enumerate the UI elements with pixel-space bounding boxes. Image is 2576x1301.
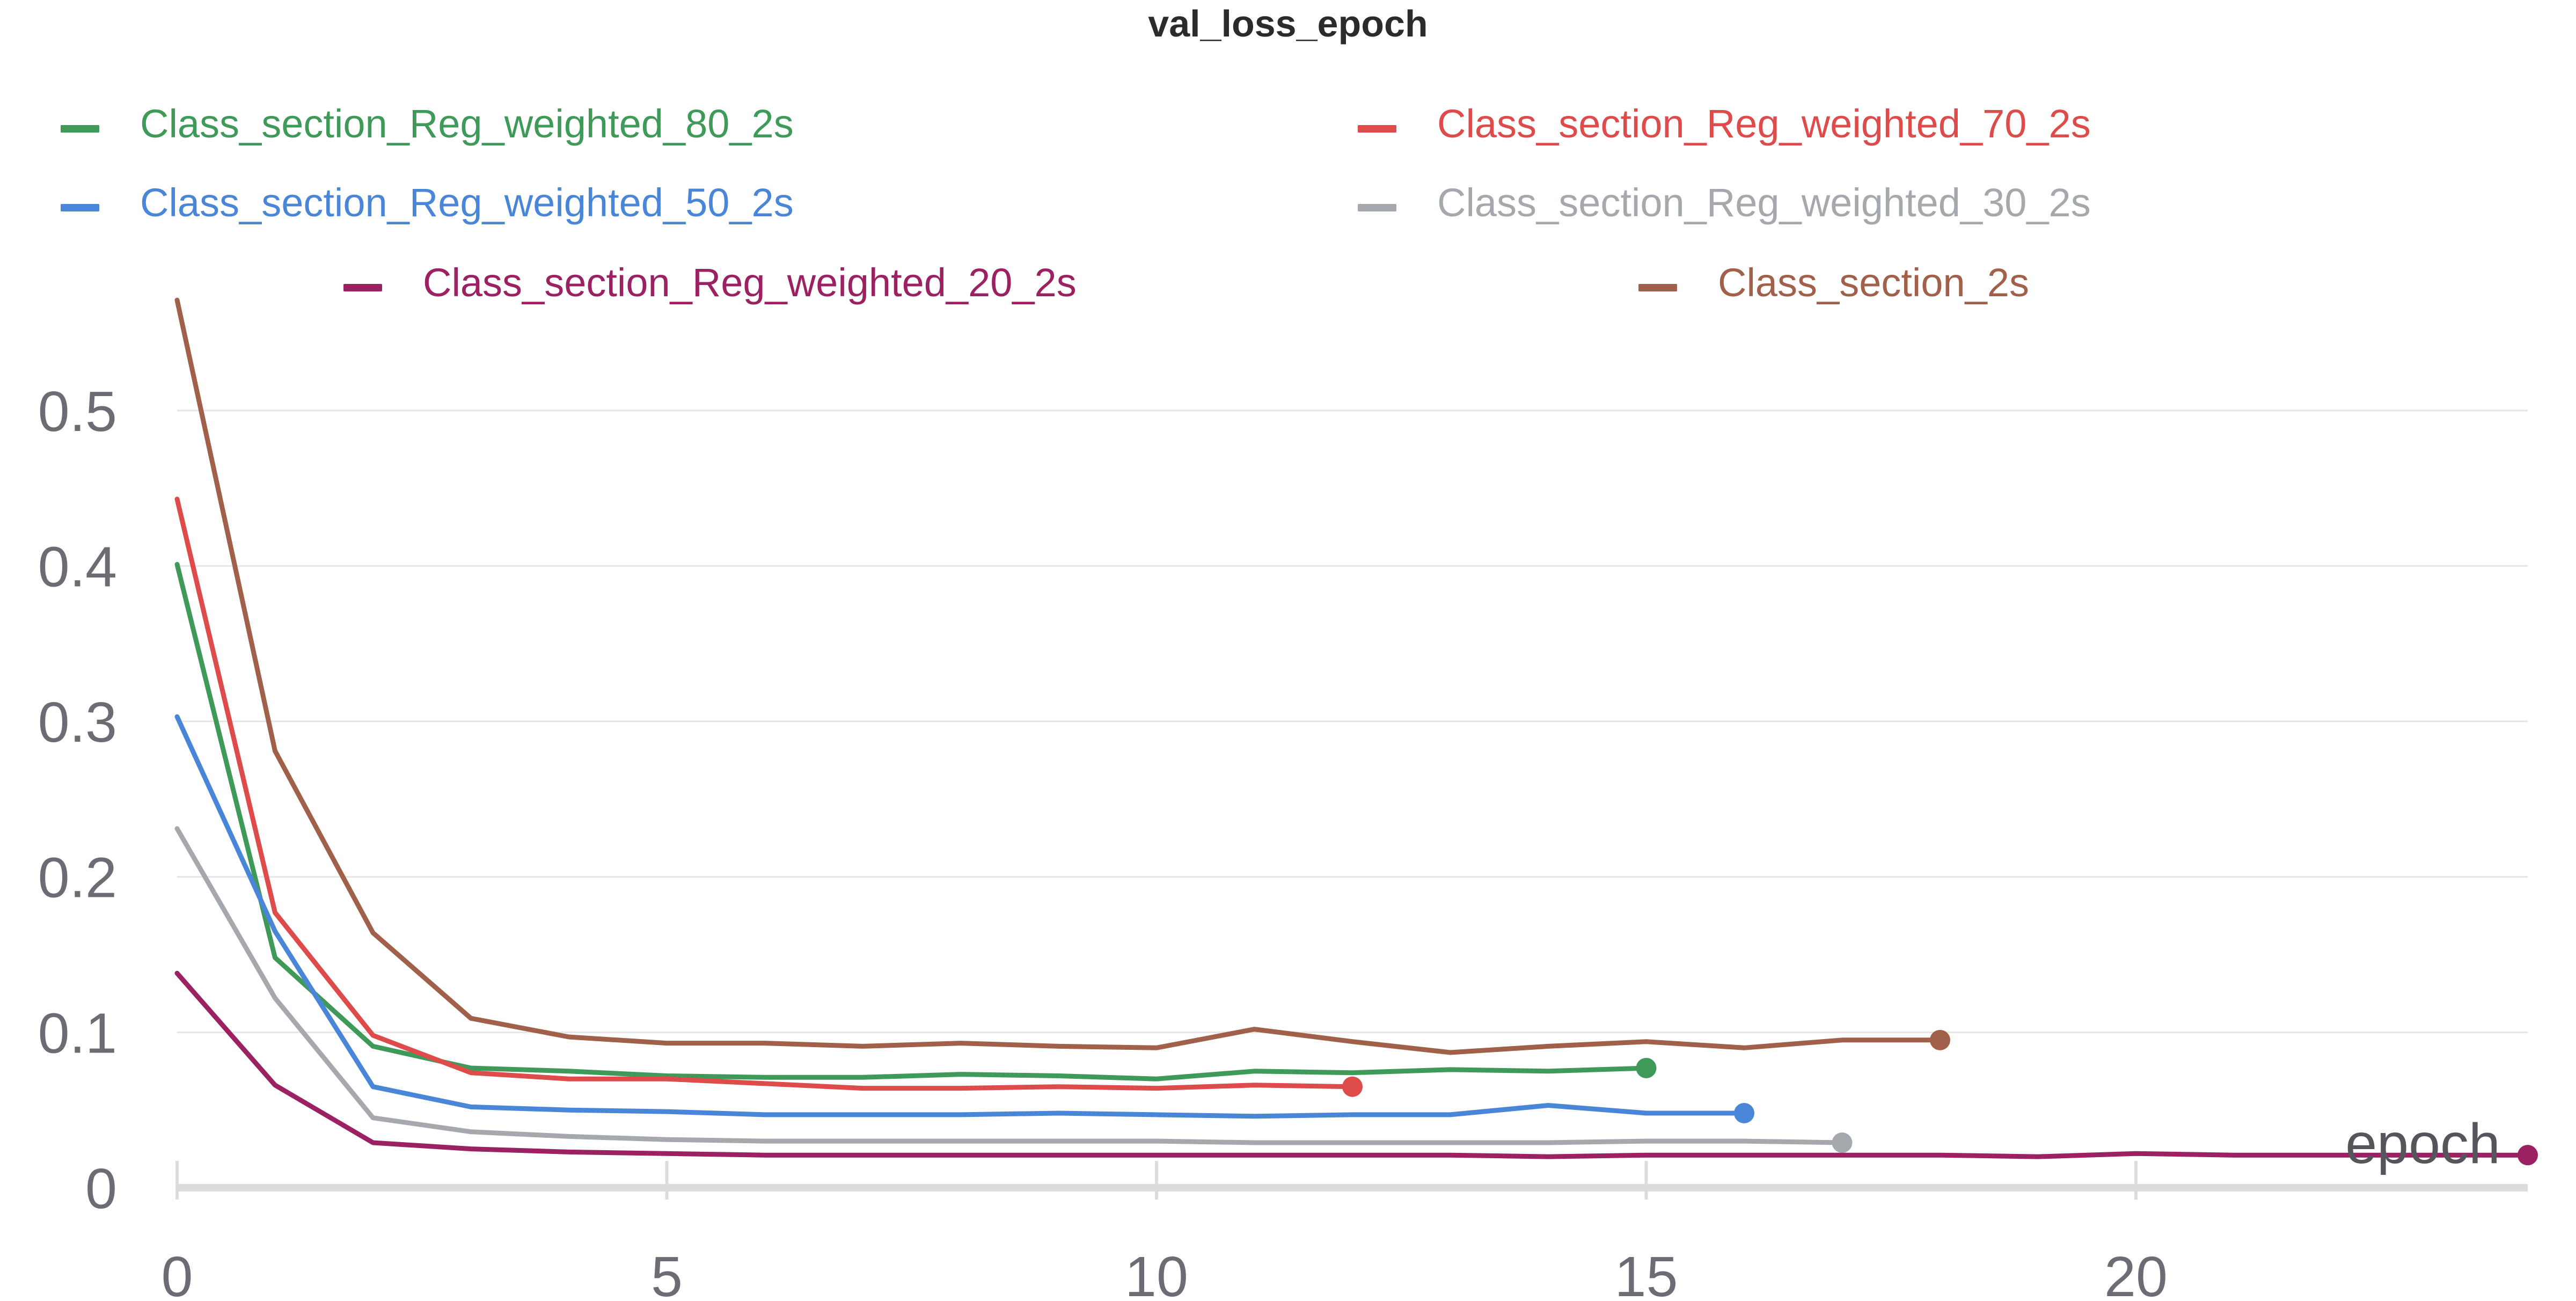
legend-item-80[interactable]: Class_section_Reg_weighted_80_2s	[61, 97, 794, 150]
series-group	[174, 826, 1853, 1153]
series-end-marker	[1930, 1029, 1950, 1050]
legend-label-20: Class_section_Reg_weighted_20_2s	[423, 260, 1077, 305]
legend-swatch-70	[1358, 125, 1396, 133]
y-tick-label: 0.2	[38, 846, 117, 910]
series-group	[174, 970, 2538, 1166]
series-end-marker	[1342, 1076, 1363, 1097]
legend-item-20[interactable]: Class_section_Reg_weighted_20_2s	[343, 255, 1077, 309]
series-line	[174, 562, 1649, 1081]
series-group	[174, 496, 1363, 1097]
x-tick-label: 15	[1615, 1245, 1678, 1301]
legend-swatch-80	[61, 125, 99, 133]
y-tick-label: 0.1	[38, 1002, 117, 1065]
legend-swatch-50	[61, 204, 99, 211]
y-tick-label: 0.4	[38, 535, 117, 598]
series-end-marker	[1636, 1057, 1657, 1078]
x-tick-label: 20	[2104, 1245, 2168, 1301]
series-line	[174, 496, 1355, 1091]
series-end-marker	[2518, 1145, 2538, 1166]
legend-swatch-baseline	[1638, 284, 1677, 291]
y-tick-label: 0	[85, 1157, 117, 1220]
legend-item-70[interactable]: Class_section_Reg_weighted_70_2s	[1358, 97, 2091, 150]
legend-label-70: Class_section_Reg_weighted_70_2s	[1437, 101, 2091, 146]
legend-swatch-30	[1358, 204, 1396, 211]
legend-label-80: Class_section_Reg_weighted_80_2s	[140, 101, 794, 146]
x-tick-label: 5	[651, 1245, 683, 1301]
legend-item-30[interactable]: Class_section_Reg_weighted_30_2s	[1358, 176, 2091, 229]
series-group	[174, 562, 1657, 1081]
series-group	[174, 714, 1754, 1123]
legend-item-baseline[interactable]: Class_section_2s	[1638, 255, 2029, 309]
y-tick-label: 0.3	[38, 691, 117, 754]
x-tick-label: 10	[1125, 1245, 1188, 1301]
series-line	[174, 297, 1943, 1055]
series-group	[174, 297, 1950, 1055]
chart-title: val_loss_epoch	[1148, 3, 1428, 45]
series-line	[174, 714, 1747, 1119]
legend-swatch-20	[343, 284, 382, 291]
x-tick-label: 0	[162, 1245, 193, 1301]
legend-label-30: Class_section_Reg_weighted_30_2s	[1437, 180, 2091, 225]
series-line	[174, 826, 1845, 1145]
x-axis-label: epoch	[2345, 1112, 2500, 1175]
y-tick-label: 0.5	[38, 380, 117, 443]
series-line	[174, 970, 2530, 1159]
legend-label-baseline: Class_section_2s	[1718, 260, 2029, 305]
series-end-marker	[1832, 1132, 1853, 1153]
legend-label-50: Class_section_Reg_weighted_50_2s	[140, 180, 794, 225]
legend-item-50[interactable]: Class_section_Reg_weighted_50_2s	[61, 176, 794, 229]
series-end-marker	[1734, 1102, 1754, 1123]
